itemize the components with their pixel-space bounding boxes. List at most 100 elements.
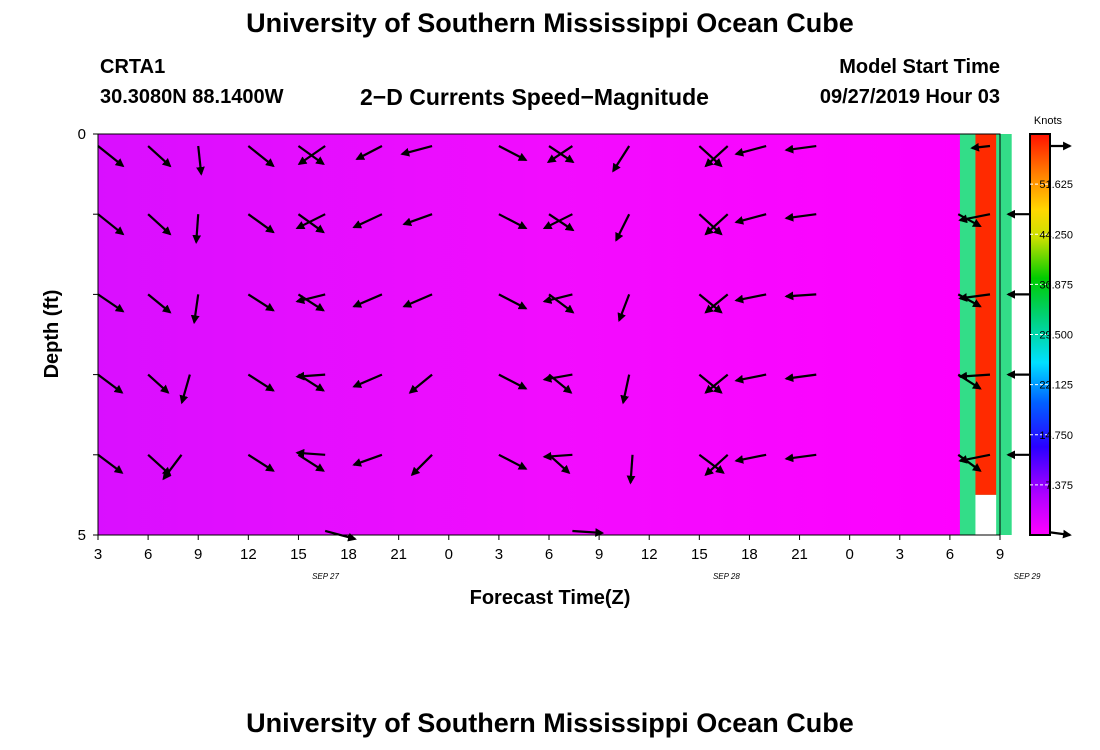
current-vector	[620, 374, 631, 405]
current-vector	[295, 448, 326, 458]
x-tick-label: 3	[94, 546, 102, 563]
current-vector	[542, 213, 573, 230]
current-vector	[247, 293, 275, 312]
current-vector	[402, 293, 433, 308]
current-vector	[498, 453, 528, 470]
current-vector	[626, 454, 636, 485]
current-vector	[352, 293, 383, 308]
current-vector	[784, 453, 817, 463]
band-gap	[975, 494, 997, 535]
current-vector	[958, 371, 991, 381]
date-label: SEP 29	[1014, 572, 1041, 581]
current-vector	[410, 454, 433, 477]
current-vector	[784, 212, 817, 222]
current-vector	[408, 373, 433, 394]
x-tick-label: 3	[495, 546, 503, 563]
current-vector	[734, 373, 767, 384]
current-vector	[297, 213, 325, 234]
current-vector	[498, 373, 528, 390]
y-tick-label: 5	[78, 527, 86, 544]
y-tick-label: 0	[78, 126, 86, 143]
current-vector	[97, 453, 124, 474]
current-vector	[698, 293, 723, 314]
current-vector	[704, 373, 729, 394]
plot-title: 2−D Currents Speed−Magnitude	[360, 84, 709, 110]
date-label: SEP 27	[312, 572, 339, 581]
high-speed-band-core	[975, 134, 997, 495]
x-tick-label: 12	[240, 546, 257, 563]
x-tick-label: 6	[946, 546, 954, 563]
current-vector	[147, 145, 172, 168]
x-tick-label: 12	[641, 546, 658, 563]
current-vector	[190, 294, 200, 325]
current-vector	[498, 293, 528, 310]
page-title: University of Southern Mississippi Ocean…	[246, 8, 854, 38]
current-vector	[734, 453, 767, 464]
current-vector	[147, 373, 170, 394]
current-vector	[97, 293, 125, 313]
current-vector	[698, 453, 725, 474]
current-vector	[295, 371, 326, 381]
colorbar-label: 29.500	[1039, 330, 1073, 342]
current-vector	[958, 293, 991, 302]
current-vector	[698, 145, 723, 168]
current-vector	[247, 373, 275, 392]
model-start-label: Model Start Time	[839, 56, 1000, 78]
current-vector	[734, 144, 767, 157]
current-vector	[355, 145, 383, 161]
x-tick-label: 6	[545, 546, 553, 563]
colorbar-label: 36.875	[1039, 279, 1073, 291]
x-tick-label: 21	[791, 546, 808, 563]
x-tick-label: 18	[741, 546, 758, 563]
colorbar-label: 44.250	[1039, 229, 1073, 241]
current-vector	[402, 213, 433, 226]
current-vector	[247, 453, 275, 472]
current-vector	[546, 145, 573, 164]
x-tick-label: 15	[290, 546, 307, 563]
x-tick-label: 0	[845, 546, 853, 563]
current-vector	[617, 294, 631, 323]
current-vector	[295, 293, 326, 304]
current-vector	[147, 213, 172, 236]
current-vector	[247, 213, 275, 234]
x-axis-label: Forecast Time(Z)	[470, 587, 631, 609]
y-axis-label: Depth (ft)	[41, 290, 63, 379]
current-vector	[297, 145, 326, 166]
x-tick-label: 18	[340, 546, 357, 563]
current-vector	[542, 451, 573, 461]
current-vector	[548, 293, 575, 314]
footer-title: University of Southern Mississippi Ocean…	[246, 708, 854, 738]
colorbar-label: 7.375	[1045, 480, 1073, 492]
current-vector	[698, 213, 723, 236]
date-label: SEP 28	[713, 572, 740, 581]
current-vector	[179, 374, 191, 405]
current-vector	[162, 454, 183, 481]
current-vector	[400, 144, 433, 157]
x-tick-label: 21	[390, 546, 407, 563]
station-id: CRTA1	[100, 56, 166, 78]
current-vector	[734, 293, 767, 304]
x-tick-label: 3	[896, 546, 904, 563]
colorbar-label: 51.625	[1039, 179, 1073, 191]
current-vector	[958, 213, 991, 224]
x-tick-label: 9	[194, 546, 202, 563]
current-vector	[970, 142, 991, 152]
colorbar-label: 14.750	[1039, 430, 1073, 442]
current-vector	[192, 214, 202, 244]
current-vector	[196, 145, 205, 176]
current-vector	[548, 213, 575, 232]
current-vector	[498, 145, 528, 162]
x-tick-label: 9	[996, 546, 1004, 563]
current-vector	[704, 293, 729, 314]
x-tick-label: 6	[144, 546, 152, 563]
current-vector	[352, 373, 383, 388]
current-vector	[542, 293, 573, 304]
x-tick-label: 0	[445, 546, 453, 563]
x-tick-label: 15	[691, 546, 708, 563]
colorbar-label: 22.125	[1039, 380, 1073, 392]
current-vector	[352, 453, 383, 467]
current-vector	[704, 145, 729, 168]
current-vector	[97, 213, 125, 236]
current-vector	[352, 213, 383, 229]
